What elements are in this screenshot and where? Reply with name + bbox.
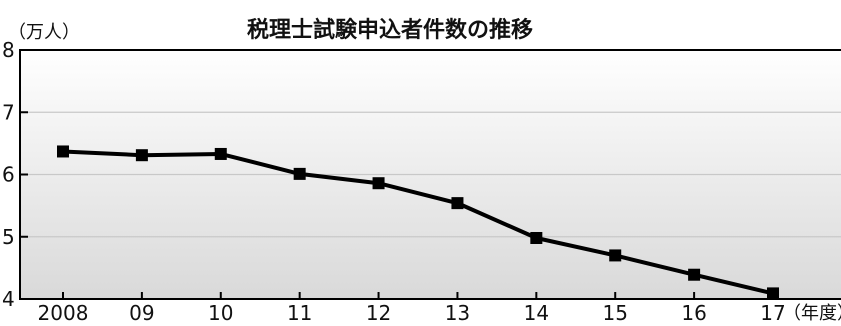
data-point-marker xyxy=(451,197,464,210)
data-point-marker xyxy=(767,287,779,300)
y-axis: 4 5 6 7 8 xyxy=(2,38,28,311)
x-axis-unit-label: （年度） xyxy=(783,303,841,324)
x-tick-label: 10 xyxy=(208,301,233,325)
data-point-marker xyxy=(135,149,148,162)
y-tick-label: 6 xyxy=(2,163,15,187)
data-point-marker xyxy=(688,268,701,281)
x-tick-label: 11 xyxy=(287,301,312,325)
data-point-marker xyxy=(57,145,69,158)
x-tick-label: 13 xyxy=(445,301,470,325)
x-tick-label: 2008 xyxy=(38,301,89,325)
x-axis: 2008 09 10 11 12 13 14 15 16 17 xyxy=(38,292,786,325)
x-tick-label: 09 xyxy=(129,301,154,325)
data-point-marker xyxy=(530,231,543,244)
x-tick-label: 16 xyxy=(681,301,706,325)
x-tick-label: 12 xyxy=(366,301,391,325)
data-point-marker xyxy=(609,249,622,262)
y-tick-label: 8 xyxy=(2,38,15,62)
chart-title: 税理士試験申込者件数の推移 xyxy=(247,17,533,43)
data-point-marker xyxy=(214,147,227,160)
series xyxy=(57,145,779,300)
data-point-marker xyxy=(372,177,385,190)
grid xyxy=(20,111,841,238)
x-tick-label: 14 xyxy=(524,301,549,325)
series-line xyxy=(62,149,774,296)
data-point-marker xyxy=(293,167,306,180)
x-tick-label: 17 xyxy=(760,301,785,325)
y-axis-unit-label: （万人） xyxy=(8,22,80,43)
x-tick-label: 15 xyxy=(602,301,627,325)
y-tick-label: 5 xyxy=(2,225,15,249)
y-tick-label: 7 xyxy=(2,100,15,124)
y-tick-label: 4 xyxy=(2,287,15,311)
